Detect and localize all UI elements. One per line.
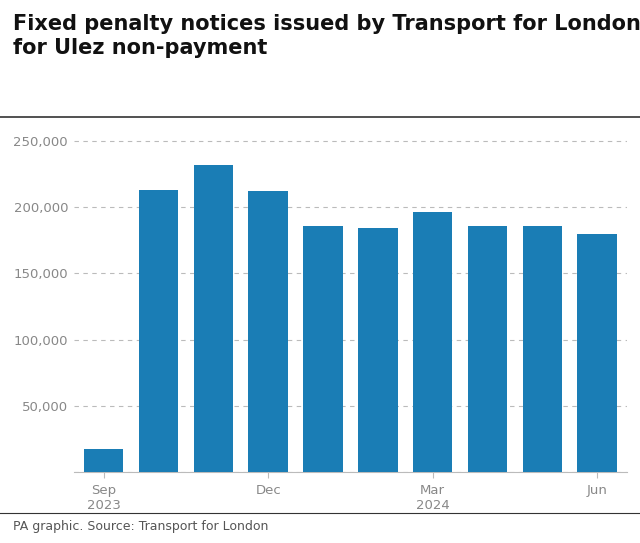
Bar <box>468 226 507 472</box>
Bar <box>577 233 617 472</box>
Bar <box>194 165 233 472</box>
Bar <box>139 190 179 472</box>
Text: PA graphic. Source: Transport for London: PA graphic. Source: Transport for London <box>13 520 268 533</box>
Bar <box>413 212 452 472</box>
Bar <box>358 229 397 472</box>
Bar <box>303 226 343 472</box>
Bar <box>248 191 288 472</box>
Text: Fixed penalty notices issued by Transport for London
for Ulez non-payment: Fixed penalty notices issued by Transpor… <box>13 14 640 58</box>
Bar <box>522 226 562 472</box>
Bar <box>84 449 124 472</box>
